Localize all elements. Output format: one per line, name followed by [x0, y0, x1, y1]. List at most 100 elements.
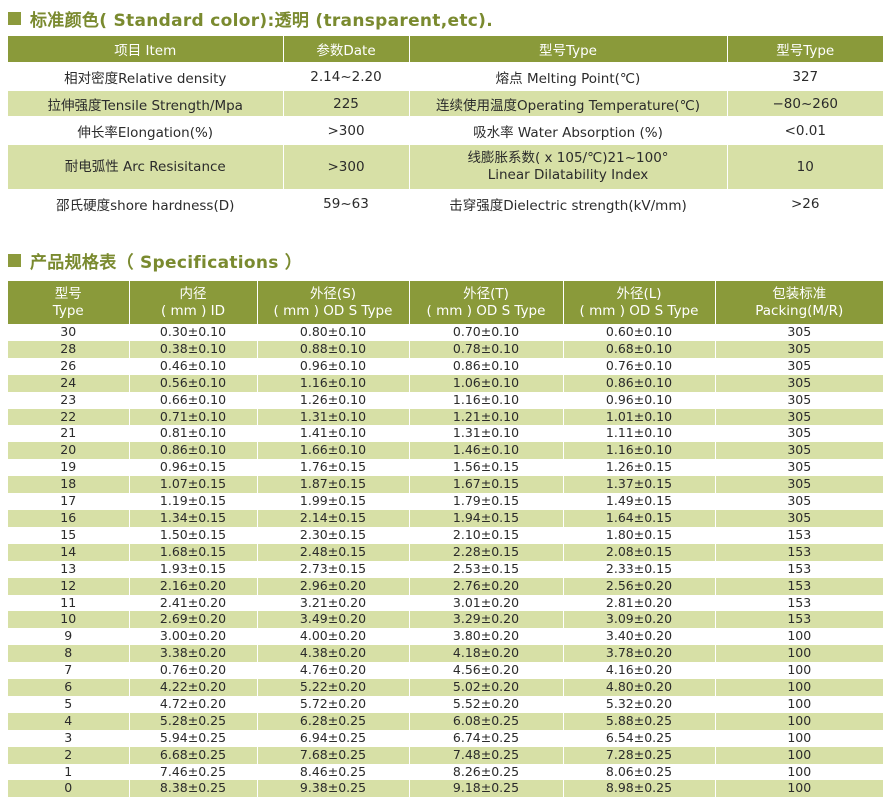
standard-color-title: 标准颜色( Standard color):透明 (transparent,et…	[30, 11, 493, 31]
od-t-cell: 6.08±0.25	[409, 712, 564, 730]
id-cell: 0.86±0.10	[129, 442, 258, 460]
packing-cell: 153	[715, 543, 883, 561]
od-l-cell: 2.81±0.20	[563, 594, 716, 612]
prop-value: 59~63	[283, 190, 410, 218]
spec-row: 15 1.50±0.15 2.30±0.15 2.10±0.15 1.80±0.15 15…	[8, 526, 883, 544]
od-t-cell: 1.79±0.15	[409, 493, 564, 510]
id-cell: 0.38±0.10	[129, 340, 258, 358]
id-cell: 0.96±0.15	[129, 459, 258, 477]
standard-color-heading: 标准颜色( Standard color):透明 (transparent,et…	[8, 6, 493, 31]
properties-row: 拉伸强度Tensile Strength/Mpa 225 连续使用温度Opera…	[8, 90, 883, 118]
type-cell: 5	[8, 695, 130, 713]
od-t-cell: 1.94±0.15	[409, 509, 564, 527]
header-od-l: 外径(L)( mm ) OD S Type	[563, 281, 716, 324]
od-s-cell: 5.72±0.20	[257, 695, 410, 713]
spec-row: 7 0.76±0.20 4.76±0.20 4.56±0.20 4.16±0.20 100	[8, 662, 883, 680]
header-label-cn: 外径(T)	[463, 285, 509, 302]
od-s-cell: 1.87±0.15	[257, 476, 410, 494]
od-s-cell: 1.76±0.15	[257, 459, 410, 477]
packing-cell: 305	[715, 509, 883, 527]
od-t-cell: 3.01±0.20	[409, 594, 564, 612]
od-t-cell: 2.76±0.20	[409, 577, 564, 595]
packing-cell: 305	[715, 493, 883, 510]
od-l-cell: 1.11±0.10	[563, 425, 716, 443]
type-cell: 11	[8, 594, 130, 612]
packing-cell: 305	[715, 357, 883, 375]
packing-cell: 100	[715, 746, 883, 764]
header-od-s: 外径(S)( mm ) OD S Type	[257, 281, 410, 324]
od-l-cell: 0.76±0.10	[563, 357, 716, 375]
od-s-cell: 1.41±0.10	[257, 425, 410, 443]
spec-row: 5 4.72±0.20 5.72±0.20 5.52±0.20 5.32±0.20 100	[8, 695, 883, 713]
prop-name: 耐电弧性 Arc Resisitance	[8, 144, 284, 191]
id-cell: 1.68±0.15	[129, 543, 258, 561]
specifications-heading: 产品规格表（ Specifications ）	[8, 248, 302, 273]
od-t-cell: 9.18±0.25	[409, 780, 564, 798]
od-t-cell: 1.06±0.10	[409, 374, 564, 392]
od-s-cell: 4.38±0.20	[257, 645, 410, 663]
spec-row: 24 0.56±0.10 1.16±0.10 1.06±0.10 0.86±0.10 30…	[8, 374, 883, 392]
type-cell: 15	[8, 526, 130, 544]
od-t-cell: 1.67±0.15	[409, 476, 564, 494]
id-cell: 0.81±0.10	[129, 425, 258, 443]
od-l-cell: 8.98±0.25	[563, 780, 716, 798]
od-s-cell: 4.76±0.20	[257, 662, 410, 680]
spec-row: 10 2.69±0.20 3.49±0.20 3.29±0.20 3.09±0.20 15…	[8, 611, 883, 629]
od-s-cell: 2.73±0.15	[257, 560, 410, 578]
spec-row: 1 7.46±0.25 8.46±0.25 8.26±0.25 8.06±0.25 100	[8, 763, 883, 781]
od-s-cell: 1.26±0.10	[257, 391, 410, 409]
od-s-cell: 6.94±0.25	[257, 729, 410, 747]
spec-row: 16 1.34±0.15 2.14±0.15 1.94±0.15 1.64±0.15 30…	[8, 509, 883, 527]
id-cell: 0.46±0.10	[129, 357, 258, 375]
spec-row: 2 6.68±0.25 7.68±0.25 7.48±0.25 7.28±0.25 100	[8, 746, 883, 764]
od-t-cell: 3.29±0.20	[409, 611, 564, 629]
od-l-cell: 1.16±0.10	[563, 442, 716, 460]
spec-row: 23 0.66±0.10 1.26±0.10 1.16±0.10 0.96±0.10 30…	[8, 391, 883, 409]
prop-value: 327	[727, 63, 883, 91]
type-cell: 0	[8, 780, 130, 798]
type-cell: 14	[8, 543, 130, 561]
spec-row: 8 3.38±0.20 4.38±0.20 4.18±0.20 3.78±0.20 100	[8, 645, 883, 663]
id-cell: 2.69±0.20	[129, 611, 258, 629]
header-label-en: ( mm ) ID	[160, 302, 226, 319]
header-type: 型号Type	[409, 36, 728, 64]
spec-row: 12 2.16±0.20 2.96±0.20 2.76±0.20 2.56±0.20 15…	[8, 577, 883, 595]
specifications-table: 型号 Type 内径( mm ) ID 外径(S)( mm ) OD S Type 外径…	[8, 281, 883, 798]
prop-name: 线膨胀系数( x 105/℃)21~100° Linear Dilatabili…	[409, 144, 728, 191]
od-t-cell: 5.02±0.20	[409, 679, 564, 696]
id-cell: 1.19±0.15	[129, 493, 258, 510]
prop-name: 连续使用温度Operating Temperature(℃)	[409, 90, 728, 118]
od-s-cell: 2.96±0.20	[257, 577, 410, 595]
packing-cell: 153	[715, 526, 883, 544]
od-t-cell: 8.26±0.25	[409, 763, 564, 781]
type-cell: 12	[8, 577, 130, 595]
od-s-cell: 5.22±0.20	[257, 679, 410, 696]
od-l-cell: 0.86±0.10	[563, 374, 716, 392]
header-label-cn: 型号	[54, 285, 82, 302]
properties-table: 项目 Item 参数Date 型号Type 型号Type 相对密度Relativ…	[8, 36, 883, 218]
id-cell: 0.30±0.10	[129, 324, 258, 341]
od-t-cell: 1.16±0.10	[409, 391, 564, 409]
prop-name: 熔点 Melting Point(℃)	[409, 63, 728, 91]
prop-name: 伸长率Elongation(%)	[8, 117, 284, 145]
od-s-cell: 1.31±0.10	[257, 408, 410, 426]
packing-cell: 100	[715, 780, 883, 798]
od-t-cell: 6.74±0.25	[409, 729, 564, 747]
packing-cell: 305	[715, 408, 883, 426]
type-cell: 20	[8, 442, 130, 460]
properties-row: 耐电弧性 Arc Resisitance >300 线膨胀系数( x 105/℃…	[8, 144, 883, 191]
packing-cell: 153	[715, 560, 883, 578]
od-t-cell: 7.48±0.25	[409, 746, 564, 764]
od-l-cell: 3.78±0.20	[563, 645, 716, 663]
packing-cell: 100	[715, 679, 883, 696]
type-cell: 10	[8, 611, 130, 629]
packing-cell: 305	[715, 442, 883, 460]
spec-row: 30 0.30±0.10 0.80±0.10 0.70±0.10 0.60±0.10 30…	[8, 324, 883, 341]
od-s-cell: 3.49±0.20	[257, 611, 410, 629]
type-cell: 7	[8, 662, 130, 680]
packing-cell: 153	[715, 594, 883, 612]
heading-square-icon	[8, 254, 21, 267]
prop-value: >300	[283, 117, 410, 145]
properties-row: 邵氏硬度shore hardness(D) 59~63 击穿强度Dielectr…	[8, 190, 883, 218]
